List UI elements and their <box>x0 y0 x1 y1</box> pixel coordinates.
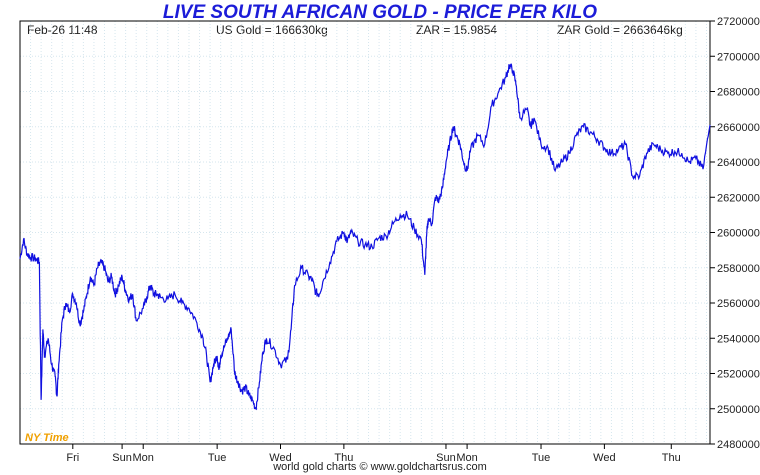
x-tick-label: Mon <box>133 452 154 464</box>
x-tick-label: Thu <box>334 452 353 464</box>
y-tick-label: 2500000 <box>717 404 760 416</box>
x-tick-label: Tue <box>208 452 227 464</box>
grid-lines <box>20 20 710 445</box>
y-tick-label: 2540000 <box>717 333 760 345</box>
y-tick-label: 2560000 <box>717 298 760 310</box>
y-tick-label: 2480000 <box>717 439 760 451</box>
x-tick-label: Wed <box>269 452 291 464</box>
x-tick-label: Tue <box>532 452 551 464</box>
chart-title: LIVE SOUTH AFRICAN GOLD - PRICE PER KILO <box>162 2 598 23</box>
y-tick-label: 2580000 <box>717 263 760 275</box>
y-tick-label: 2720000 <box>717 16 760 28</box>
price-line <box>19 63 711 411</box>
x-tick-label: Mon <box>456 452 477 464</box>
zar-gold-label: ZAR Gold = 2663646kg <box>557 23 683 37</box>
y-tick-label: 2620000 <box>717 192 760 204</box>
y-tick-label: 2520000 <box>717 369 760 381</box>
y-tick-label: 2660000 <box>717 122 760 134</box>
x-tick-label: Fri <box>66 452 79 464</box>
y-tick-label: 2700000 <box>717 51 760 63</box>
y-tick-label: 2680000 <box>717 87 760 99</box>
y-tick-label: 2600000 <box>717 228 760 240</box>
timezone-label: NY Time <box>25 432 69 444</box>
x-tick-label: Sun <box>436 452 456 464</box>
y-axis: 2480000 2500000 2520000 2540000 2560000 25800… <box>710 16 760 451</box>
x-tick-label: Sun <box>112 452 132 464</box>
y-tick-label: 2640000 <box>717 157 760 169</box>
us-gold-label: US Gold = 166630kg <box>216 23 328 37</box>
x-tick-label: Thu <box>662 452 681 464</box>
zar-rate-label: ZAR = 15.9854 <box>416 23 498 37</box>
x-tick-label: Wed <box>593 452 615 464</box>
footer-credit: world gold charts © www.goldchartsrus.co… <box>273 461 487 473</box>
x-axis: Fri Sun Mon Tue Wed Thu Sun Mon Tue Wed Thu <box>66 444 681 464</box>
